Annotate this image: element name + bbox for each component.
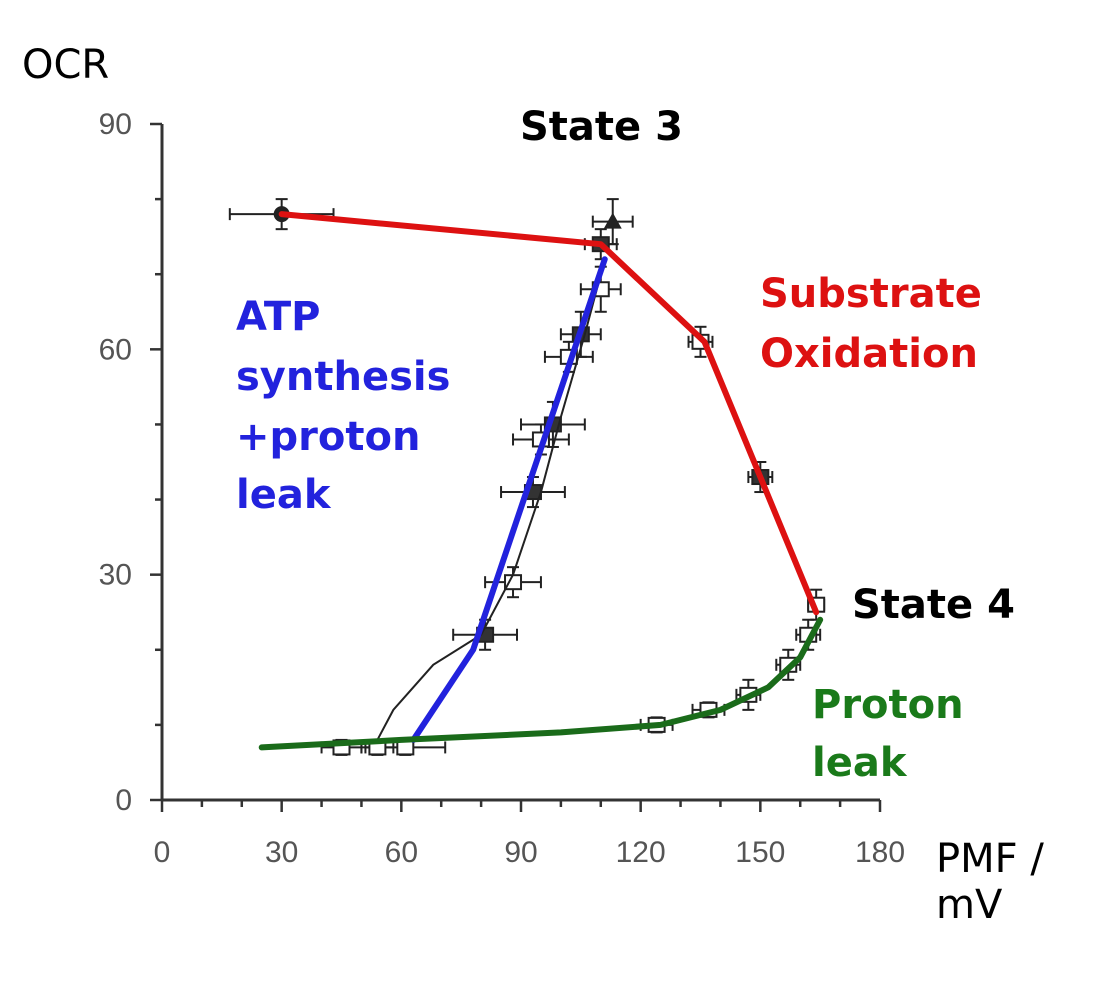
- y-tick-label: 60: [99, 333, 132, 366]
- x-axis-title-line-2: mV: [936, 882, 1003, 928]
- x-tick-label: 90: [504, 836, 537, 869]
- annotation-substrate: Substrate: [760, 271, 982, 317]
- annotation-proton-plus: +proton: [236, 414, 420, 460]
- series-proton-leak: [258, 616, 824, 751]
- x-tick-label: 60: [385, 836, 418, 869]
- annotation-leak-blue: leak: [236, 472, 332, 518]
- x-tick-label: 180: [855, 836, 905, 869]
- series-atp-synthesis: [410, 256, 608, 743]
- fit-lines: [258, 211, 824, 751]
- x-axis-title-line-1: PMF /: [936, 836, 1044, 882]
- annotation-proton-green: Proton: [812, 682, 964, 728]
- annotation-atp: ATP: [236, 294, 320, 340]
- y-tick-label: 30: [99, 559, 132, 592]
- data-point: [603, 212, 622, 229]
- series-substrate-oxidation: [278, 211, 820, 616]
- annotation-synthesis: synthesis: [236, 354, 450, 400]
- annotation-state-3: State 3: [520, 104, 683, 150]
- x-tick-label: 150: [735, 836, 785, 869]
- y-tick-label: 0: [115, 784, 132, 817]
- x-tick-label: 120: [616, 836, 666, 869]
- axes: [160, 124, 880, 802]
- annotation-oxidation: Oxidation: [760, 331, 978, 377]
- annotation-state-4: State 4: [852, 582, 1015, 628]
- x-tick-label: 30: [265, 836, 298, 869]
- y-tick-label: 90: [99, 108, 132, 141]
- annotation-leak-green: leak: [812, 740, 908, 786]
- measured-data: [273, 206, 826, 756]
- ticks: 0 30 60 90 120 150 180 0 30 60 90: [99, 108, 905, 869]
- measured-curve: [376, 258, 606, 741]
- x-tick-label: 0: [154, 836, 171, 869]
- y-axis-title: OCR: [22, 42, 109, 88]
